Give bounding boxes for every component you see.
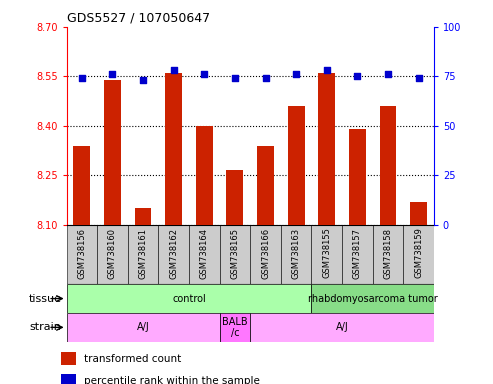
Bar [288,106,305,225]
Bar [410,202,427,225]
Point [323,67,331,73]
Text: GSM738166: GSM738166 [261,228,270,279]
Bar [196,126,212,225]
Point [384,71,392,78]
Bar [61,374,75,384]
Bar [67,225,97,284]
Point [170,67,177,73]
Bar [226,170,244,225]
Bar [189,225,219,284]
Text: rhabdomyosarcoma tumor: rhabdomyosarcoma tumor [308,293,437,304]
Bar [104,79,121,225]
Bar [97,225,128,284]
Text: percentile rank within the sample: percentile rank within the sample [84,376,260,384]
Bar [380,106,396,225]
Text: GDS5527 / 107050647: GDS5527 / 107050647 [67,11,210,24]
Bar [257,146,274,225]
Bar [219,225,250,284]
Text: GSM738156: GSM738156 [77,228,86,279]
Point [231,75,239,81]
Text: tissue: tissue [29,293,62,304]
Bar [73,146,90,225]
Bar [403,225,434,284]
Text: GSM738163: GSM738163 [291,228,301,279]
Bar [312,284,434,313]
Bar [312,225,342,284]
Point [108,71,116,78]
Point [415,75,423,81]
Bar [219,313,250,342]
Text: GSM738160: GSM738160 [108,228,117,279]
Text: GSM738157: GSM738157 [353,228,362,279]
Text: control: control [172,293,206,304]
Text: GSM738155: GSM738155 [322,228,331,278]
Bar [349,129,366,225]
Bar [165,73,182,225]
Text: strain: strain [30,322,62,333]
Bar [250,313,434,342]
Bar [128,225,158,284]
Point [200,71,208,78]
Bar [67,284,312,313]
Text: GSM738159: GSM738159 [414,228,423,278]
Bar [281,225,312,284]
Bar [158,225,189,284]
Bar [342,225,373,284]
Bar [61,352,75,365]
Point [292,71,300,78]
Text: GSM738158: GSM738158 [384,228,392,279]
Text: BALB
/c: BALB /c [222,316,247,338]
Text: GSM738165: GSM738165 [230,228,240,279]
Text: GSM738162: GSM738162 [169,228,178,279]
Bar [318,73,335,225]
Bar [373,225,403,284]
Text: A/J: A/J [336,322,349,333]
Point [262,75,270,81]
Point [78,75,86,81]
Bar [135,208,151,225]
Point [139,77,147,83]
Text: A/J: A/J [137,322,149,333]
Point [353,73,361,79]
Bar [250,225,281,284]
Text: GSM738161: GSM738161 [139,228,147,279]
Bar [67,313,219,342]
Text: transformed count: transformed count [84,354,181,364]
Text: GSM738164: GSM738164 [200,228,209,279]
